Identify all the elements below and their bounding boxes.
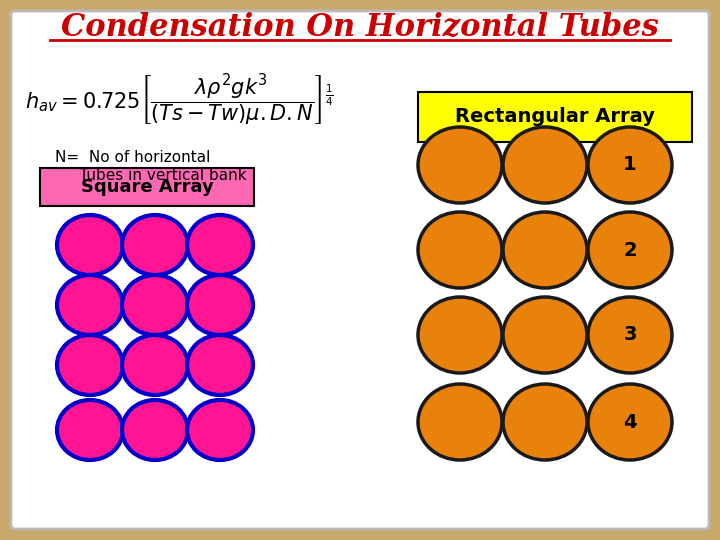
Ellipse shape <box>57 275 123 335</box>
Ellipse shape <box>187 400 253 460</box>
FancyBboxPatch shape <box>40 168 254 206</box>
FancyBboxPatch shape <box>418 92 692 142</box>
Text: 1: 1 <box>624 156 636 174</box>
Text: Condensation On Horizontal Tubes: Condensation On Horizontal Tubes <box>61 12 659 43</box>
Text: Square Array: Square Array <box>81 178 213 196</box>
Ellipse shape <box>588 297 672 373</box>
Ellipse shape <box>588 127 672 203</box>
Ellipse shape <box>57 215 123 275</box>
Ellipse shape <box>588 384 672 460</box>
Text: Tubes in vertical bank: Tubes in vertical bank <box>55 168 247 183</box>
Ellipse shape <box>187 215 253 275</box>
Ellipse shape <box>122 400 188 460</box>
Ellipse shape <box>588 212 672 288</box>
Text: 2: 2 <box>624 240 636 260</box>
Ellipse shape <box>503 297 587 373</box>
Text: $h_{av}=0.725\left[\dfrac{\lambda\rho^{2}gk^{3}}{(Ts-Tw)\mu.D.N}\right]^{\frac{1: $h_{av}=0.725\left[\dfrac{\lambda\rho^{2… <box>25 72 333 128</box>
Text: N=  No of horizontal: N= No of horizontal <box>55 150 210 165</box>
Ellipse shape <box>187 335 253 395</box>
Ellipse shape <box>122 335 188 395</box>
Ellipse shape <box>57 400 123 460</box>
Text: Rectangular Array: Rectangular Array <box>455 107 655 126</box>
Ellipse shape <box>503 127 587 203</box>
Ellipse shape <box>503 384 587 460</box>
Ellipse shape <box>418 384 502 460</box>
Ellipse shape <box>122 215 188 275</box>
Ellipse shape <box>418 127 502 203</box>
Ellipse shape <box>57 335 123 395</box>
Ellipse shape <box>418 297 502 373</box>
Ellipse shape <box>418 212 502 288</box>
FancyBboxPatch shape <box>11 11 709 529</box>
Text: 4: 4 <box>624 413 636 431</box>
Text: 3: 3 <box>624 326 636 345</box>
Ellipse shape <box>503 212 587 288</box>
Ellipse shape <box>122 275 188 335</box>
Ellipse shape <box>187 275 253 335</box>
